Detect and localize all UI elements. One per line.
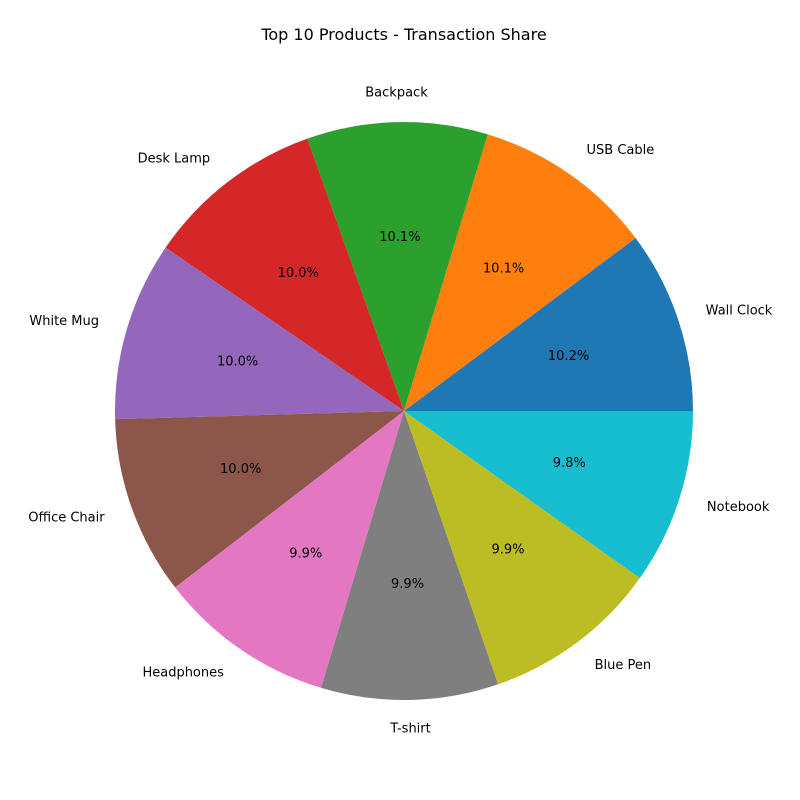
pct-label-notebook: 9.8% — [553, 456, 586, 471]
slice-label-notebook: Notebook — [707, 500, 770, 515]
pie-slice-white-mug — [115, 247, 404, 420]
slice-label-headphones: Headphones — [142, 665, 224, 680]
slice-label-backpack: Backpack — [365, 86, 428, 101]
pct-label-blue-pen: 9.9% — [491, 542, 524, 557]
slice-label-t-shirt: T-shirt — [389, 721, 431, 736]
pct-label-t-shirt: 9.9% — [391, 577, 424, 592]
pie-slice-t-shirt — [321, 411, 499, 701]
pie-slice-backpack — [307, 121, 488, 411]
slice-label-white-mug: White Mug — [29, 314, 99, 329]
pct-label-usb-cable: 10.1% — [483, 262, 524, 277]
slice-label-blue-pen: Blue Pen — [595, 658, 652, 673]
pct-label-backpack: 10.1% — [379, 230, 420, 245]
pct-label-white-mug: 10.0% — [217, 355, 258, 370]
pie-slice-desk-lamp — [165, 138, 404, 411]
pie-slice-office-chair — [115, 411, 404, 588]
pie-slice-wall-clock — [404, 238, 693, 411]
pct-label-office-chair: 10.0% — [220, 462, 261, 477]
pct-label-desk-lamp: 10.0% — [278, 266, 319, 281]
chart-title: Top 10 Products - Transaction Share — [260, 25, 546, 44]
pie-slice-headphones — [175, 411, 404, 688]
pie-slice-blue-pen — [404, 411, 640, 685]
slice-label-office-chair: Office Chair — [28, 510, 105, 525]
slice-label-wall-clock: Wall Clock — [706, 303, 773, 318]
pie-labels: Wall Clock 10.2% USB Cable 10.1% Backpack 10.… — [28, 86, 773, 737]
slice-label-desk-lamp: Desk Lamp — [138, 152, 211, 167]
pie-slice-notebook — [404, 411, 693, 579]
pie-slice-usb-cable — [404, 134, 636, 411]
slice-label-usb-cable: USB Cable — [587, 143, 655, 158]
pct-label-wall-clock: 10.2% — [548, 349, 589, 364]
pie-slices — [115, 121, 693, 701]
pct-label-headphones: 9.9% — [289, 546, 322, 561]
